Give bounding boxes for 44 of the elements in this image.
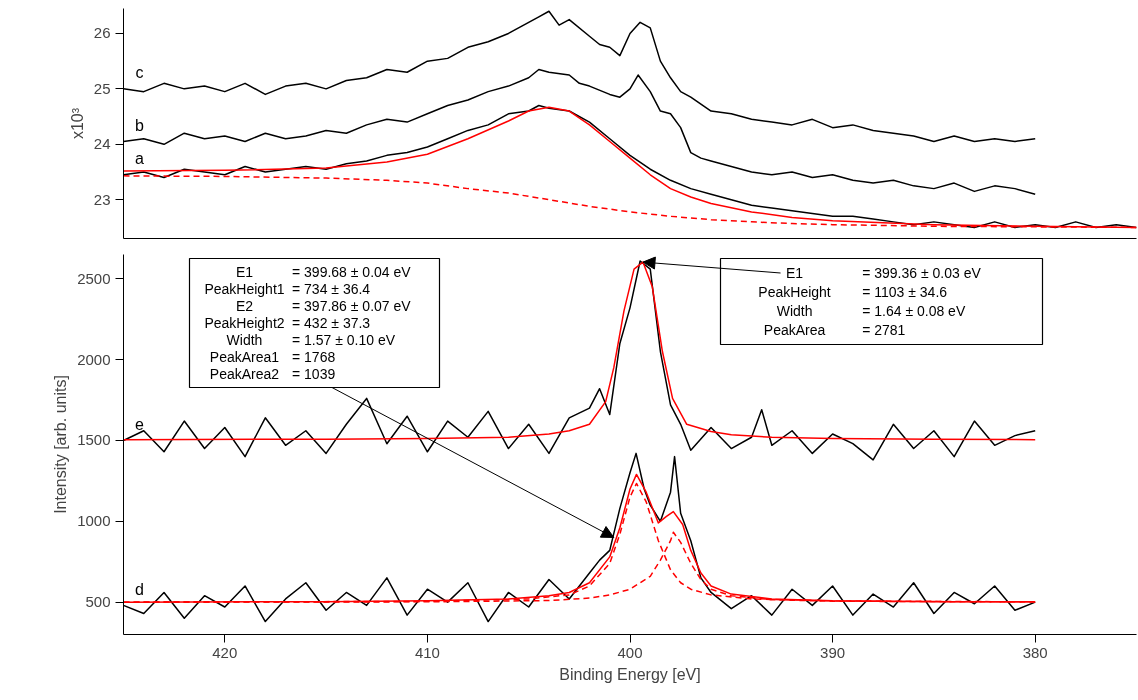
annotation: PeakArea2 [209, 366, 280, 382]
annotation: = 1.57 ± 0.10 eV [292, 332, 396, 348]
annotation: PeakHeight1 [204, 281, 285, 297]
annotation: = 2781 [862, 322, 906, 338]
y-tick-label: 2500 [77, 269, 111, 287]
y-tick-label: 24 [93, 135, 111, 153]
annotation: PeakArea [763, 322, 826, 338]
x-tick-label: 420 [212, 643, 238, 661]
y-axis-title: Intensity [arb. units] [52, 375, 70, 514]
annotation: = 1.64 ± 0.08 eV [862, 303, 966, 319]
y-axis-title: x10³ [68, 107, 86, 140]
annotation: PeakArea1 [209, 349, 280, 365]
annotation: PeakHeight [758, 284, 831, 300]
y-tick-label: 25 [93, 79, 111, 97]
annotation: = 1768 [292, 349, 336, 365]
annotation: a [135, 150, 145, 168]
x-tick-label: 380 [1022, 643, 1048, 661]
y-tick-label: 23 [93, 190, 111, 208]
y-tick-label: 26 [93, 24, 111, 42]
annotation: Width [776, 303, 813, 319]
y-tick-label: 2000 [77, 350, 111, 368]
annotation: b [135, 117, 145, 135]
x-axis-title: Binding Energy [eV] [559, 665, 701, 683]
y-tick-label: 1000 [77, 512, 111, 530]
annotation: PeakHeight2 [204, 315, 285, 331]
annotation: = 399.68 ± 0.04 eV [292, 264, 412, 280]
x-tick-label: 400 [617, 643, 643, 661]
annotation: = 1103 ± 34.6 [862, 284, 948, 300]
annotation: Width [226, 332, 263, 348]
annotation: E1 [235, 264, 254, 280]
annotation: = 397.86 ± 0.07 eV [292, 298, 412, 314]
x-tick-label: 410 [414, 643, 440, 661]
annotation: = 1039 [292, 366, 336, 382]
annotation: E1 [786, 265, 804, 281]
x-tick-label: 390 [820, 643, 846, 661]
annotation: e [135, 416, 145, 434]
annotation: d [135, 580, 144, 598]
annotation: c [135, 64, 144, 82]
y-tick-label: 500 [85, 593, 111, 611]
annotation: E2 [235, 298, 254, 314]
annotation: = 734 ± 36.4 [292, 281, 371, 297]
annotation: = 399.36 ± 0.03 eV [862, 265, 982, 281]
y-tick-label: 1500 [77, 431, 111, 449]
annotation: = 432 ± 37.3 [292, 315, 371, 331]
